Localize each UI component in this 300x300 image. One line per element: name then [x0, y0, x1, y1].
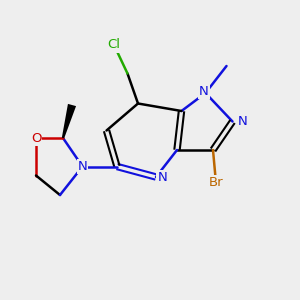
Text: N: N — [158, 171, 167, 184]
Polygon shape — [62, 104, 76, 138]
Text: Cl: Cl — [107, 38, 121, 52]
Text: Br: Br — [209, 176, 223, 190]
Text: N: N — [78, 160, 87, 173]
Text: O: O — [31, 131, 41, 145]
Text: N: N — [238, 115, 248, 128]
Text: N: N — [199, 85, 209, 98]
